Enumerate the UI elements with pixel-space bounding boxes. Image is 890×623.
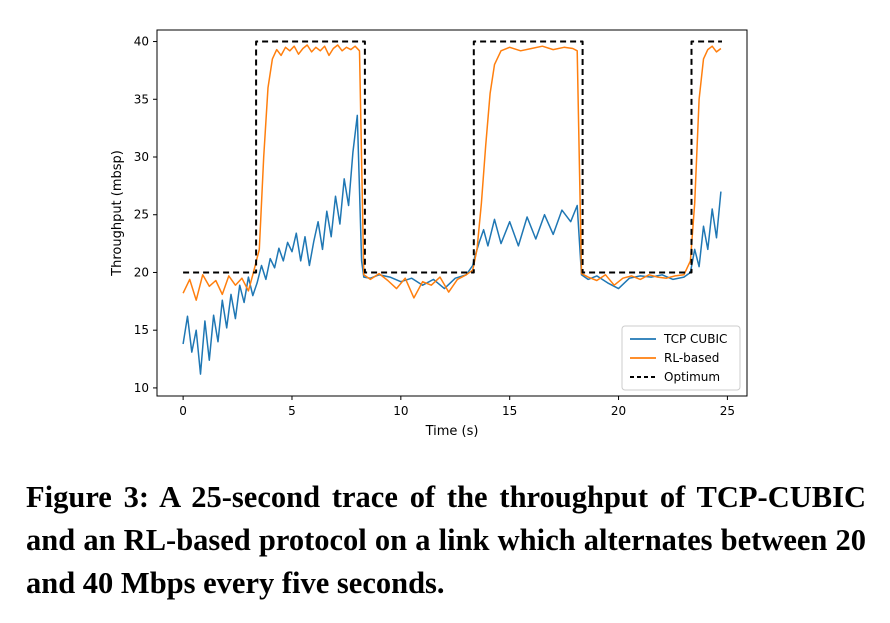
legend-label-rl-based: RL-based bbox=[664, 351, 719, 365]
y-tick-label: 40 bbox=[134, 35, 149, 49]
y-tick-label: 30 bbox=[134, 150, 149, 164]
plot-frame bbox=[156, 29, 748, 397]
x-tick-label: 25 bbox=[720, 404, 735, 418]
caption-text: A 25-second trace of the throughput of T… bbox=[26, 480, 866, 600]
x-tick-label: 10 bbox=[393, 404, 408, 418]
series-line-optimum bbox=[183, 40, 722, 274]
y-tick-label: 15 bbox=[134, 323, 149, 337]
y-tick-label: 20 bbox=[134, 265, 149, 279]
caption-label: Figure 3: bbox=[26, 480, 150, 514]
y-tick-label: 25 bbox=[134, 208, 149, 222]
legend-label-optimum: Optimum bbox=[664, 370, 720, 384]
chart: 0 5 10 15 20 25 10 15 20 25 30 35 40 Time (s) Throug… bbox=[110, 29, 748, 439]
figure-caption: Figure 3: A 25-second trace of the throug… bbox=[26, 476, 866, 605]
y-tick-label: 10 bbox=[134, 381, 149, 395]
x-tick-label: 5 bbox=[288, 404, 296, 418]
x-tick-label: 0 bbox=[179, 404, 187, 418]
x-axis-label: Time (s) bbox=[425, 424, 479, 439]
y-axis-label: Throughput (mbsp) bbox=[110, 150, 125, 277]
x-tick-label: 15 bbox=[502, 404, 517, 418]
legend-box bbox=[621, 325, 741, 391]
y-tick-label: 35 bbox=[134, 92, 149, 106]
legend-label-tcp-cubic: TCP CUBIC bbox=[663, 332, 727, 346]
legend: TCP CUBIC RL-based Optimum bbox=[621, 325, 741, 391]
x-tick-label: 20 bbox=[611, 404, 626, 418]
series-line-rl-based bbox=[182, 44, 722, 301]
figure: 0 5 10 15 20 25 10 15 20 25 30 35 40 Time (s) Throug… bbox=[110, 29, 748, 439]
